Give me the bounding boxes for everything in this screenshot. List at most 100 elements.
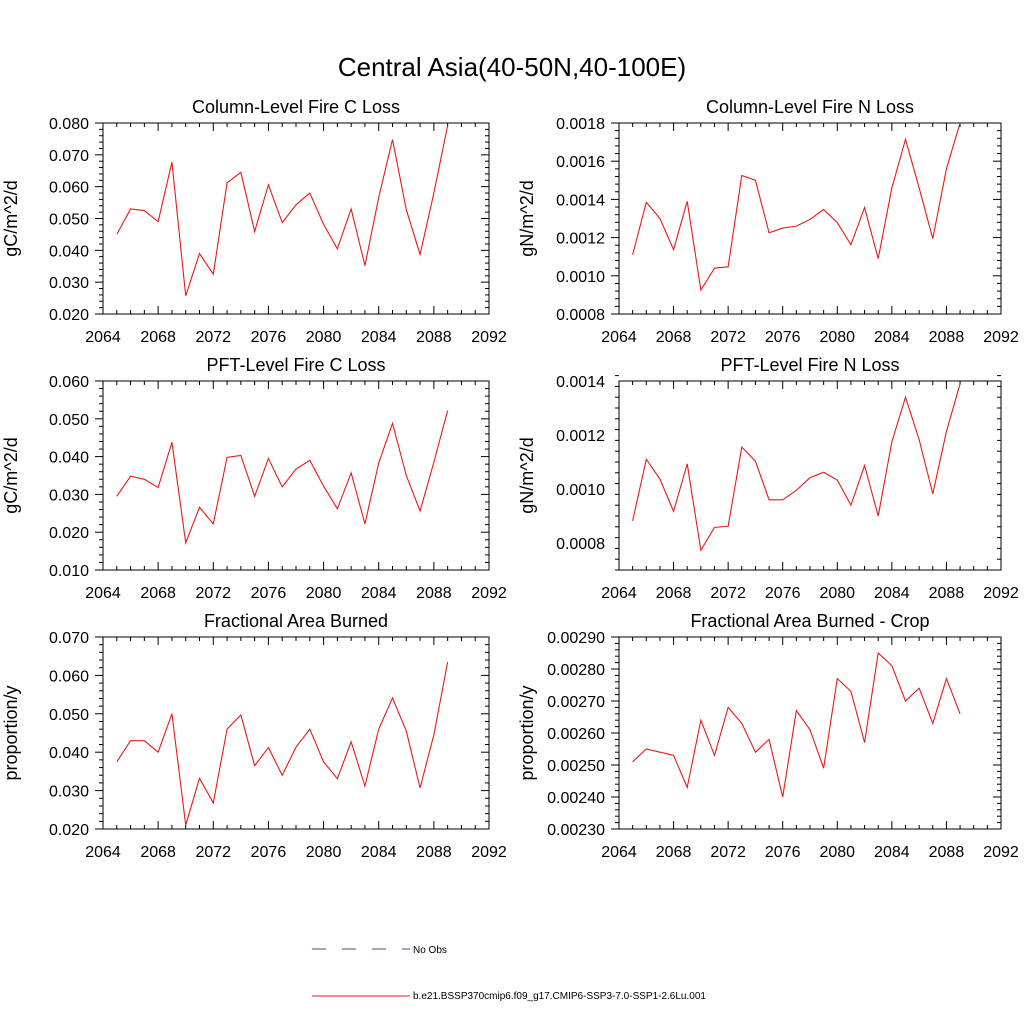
panel-3: PFT-Level Fire C Loss 2064 2068 2072 2076 208… bbox=[1, 355, 507, 602]
series-line bbox=[632, 122, 961, 292]
x-tick-label: 2084 bbox=[874, 329, 910, 346]
y-tick-label: 0.00260 bbox=[547, 726, 605, 743]
y-tick-label: 0.010 bbox=[49, 563, 89, 580]
panel-1: Column-Level Fire C Loss 2064 2068 2072 2076… bbox=[1, 97, 507, 346]
x-tick-label: 2068 bbox=[140, 585, 176, 602]
y-axis-label: gC/m^2/d bbox=[1, 180, 21, 256]
x-tick-label: 2076 bbox=[251, 585, 287, 602]
plot-frame bbox=[102, 636, 490, 830]
x-tick-label: 2072 bbox=[195, 844, 231, 861]
y-tick-label: 0.0012 bbox=[556, 428, 605, 445]
x-tick-label: 2088 bbox=[416, 585, 452, 602]
x-tick-label: 2076 bbox=[251, 844, 287, 861]
x-tick-label: 2088 bbox=[929, 585, 965, 602]
y-tick-label: 0.050 bbox=[49, 212, 89, 229]
panel-title: PFT-Level Fire C Loss bbox=[206, 355, 385, 375]
x-tick-label: 2080 bbox=[819, 329, 855, 346]
panel-2: Column-Level Fire N Loss 2064 2068 2072 2076… bbox=[517, 97, 1019, 346]
panel-title: Column-Level Fire N Loss bbox=[706, 97, 914, 117]
y-tick-label: 0.060 bbox=[49, 180, 89, 197]
series-line bbox=[116, 125, 449, 297]
y-tick-label: 0.040 bbox=[49, 450, 89, 467]
x-tick-label: 2084 bbox=[361, 329, 397, 346]
y-tick-label: 0.030 bbox=[49, 487, 89, 504]
y-tick-label: 0.0010 bbox=[556, 482, 605, 499]
x-tick-label: 2064 bbox=[601, 585, 637, 602]
legend-label-model: b.e21.BSSP370cmip6.f09_g17.CMIP6-SSP3-7.… bbox=[413, 991, 706, 1002]
y-tick-label: 0.00270 bbox=[547, 694, 605, 711]
legend-label-no-obs: No Obs bbox=[413, 945, 447, 956]
x-tick-label: 2092 bbox=[471, 585, 507, 602]
x-tick-label: 2092 bbox=[983, 329, 1019, 346]
y-tick-label: 0.080 bbox=[49, 116, 89, 133]
y-tick-label: 0.0018 bbox=[556, 116, 605, 133]
y-axis-label: gN/m^2/d bbox=[517, 180, 537, 256]
x-tick-label: 2076 bbox=[765, 844, 801, 861]
x-tick-label: 2088 bbox=[416, 844, 452, 861]
x-tick-label: 2076 bbox=[251, 329, 287, 346]
y-tick-label: 0.0014 bbox=[556, 192, 605, 209]
x-tick-label: 2092 bbox=[471, 329, 507, 346]
x-tick-label: 2080 bbox=[306, 585, 342, 602]
y-tick-label: 0.020 bbox=[49, 822, 89, 839]
x-tick-label: 2084 bbox=[874, 844, 910, 861]
x-tick-label: 2088 bbox=[929, 329, 965, 346]
y-tick-label: 0.0008 bbox=[556, 536, 605, 553]
x-tick-label: 2068 bbox=[140, 329, 176, 346]
plot-frame bbox=[102, 122, 490, 315]
y-tick-label: 0.040 bbox=[49, 243, 89, 260]
y-tick-label: 0.070 bbox=[49, 148, 89, 165]
y-tick-label: 0.030 bbox=[49, 784, 89, 801]
y-tick-label: 0.00230 bbox=[547, 822, 605, 839]
x-tick-label: 2064 bbox=[601, 329, 637, 346]
y-tick-label: 0.00280 bbox=[547, 662, 605, 679]
x-tick-label: 2064 bbox=[85, 585, 121, 602]
panel-title: PFT-Level Fire N Loss bbox=[720, 355, 899, 375]
y-tick-label: 0.070 bbox=[49, 630, 89, 647]
x-tick-label: 2068 bbox=[656, 585, 692, 602]
x-tick-label: 2092 bbox=[983, 585, 1019, 602]
x-tick-label: 2068 bbox=[656, 844, 692, 861]
y-tick-label: 0.00250 bbox=[547, 758, 605, 775]
y-axis-label: proportion/y bbox=[1, 685, 21, 780]
series-line bbox=[632, 383, 961, 552]
x-tick-label: 2088 bbox=[929, 844, 965, 861]
y-tick-label: 0.0008 bbox=[556, 307, 605, 324]
page-title: Central Asia(40-50N,40-100E) bbox=[338, 52, 686, 82]
y-axis-label: gN/m^2/d bbox=[517, 437, 537, 513]
y-tick-label: 0.050 bbox=[49, 412, 89, 429]
x-tick-label: 2080 bbox=[306, 329, 342, 346]
x-tick-label: 2072 bbox=[710, 844, 746, 861]
x-tick-label: 2072 bbox=[195, 329, 231, 346]
x-tick-label: 2072 bbox=[710, 585, 746, 602]
y-tick-label: 0.0010 bbox=[556, 269, 605, 286]
y-tick-label: 0.00240 bbox=[547, 790, 605, 807]
x-tick-label: 2072 bbox=[710, 329, 746, 346]
x-tick-label: 2072 bbox=[195, 585, 231, 602]
x-tick-label: 2076 bbox=[765, 585, 801, 602]
panel-6: Fractional Area Burned - Crop 2064 2068 207… bbox=[517, 611, 1019, 861]
panel-title: Fractional Area Burned - Crop bbox=[690, 611, 929, 631]
x-tick-label: 2064 bbox=[85, 844, 121, 861]
x-tick-label: 2084 bbox=[361, 844, 397, 861]
series-line bbox=[632, 651, 961, 798]
y-tick-label: 0.020 bbox=[49, 307, 89, 324]
y-tick-label: 0.030 bbox=[49, 275, 89, 292]
y-tick-label: 0.060 bbox=[49, 374, 89, 391]
x-tick-label: 2084 bbox=[361, 585, 397, 602]
panel-4: PFT-Level Fire N Loss 2064 2068 2072 2076 208… bbox=[517, 355, 1019, 602]
y-tick-label: 0.0016 bbox=[556, 154, 605, 171]
y-tick-label: 0.00290 bbox=[547, 630, 605, 647]
x-tick-label: 2084 bbox=[874, 585, 910, 602]
x-tick-label: 2080 bbox=[819, 844, 855, 861]
y-tick-label: 0.050 bbox=[49, 707, 89, 724]
legend: No Obs b.e21.BSSP370cmip6.f09_g17.CMIP6-… bbox=[312, 945, 706, 1002]
panel-title: Column-Level Fire C Loss bbox=[192, 97, 400, 117]
y-tick-label: 0.060 bbox=[49, 668, 89, 685]
panel-title: Fractional Area Burned bbox=[204, 611, 388, 631]
y-axis-label: gC/m^2/d bbox=[1, 437, 21, 513]
y-tick-label: 0.020 bbox=[49, 525, 89, 542]
x-tick-label: 2080 bbox=[819, 585, 855, 602]
x-tick-label: 2068 bbox=[656, 329, 692, 346]
